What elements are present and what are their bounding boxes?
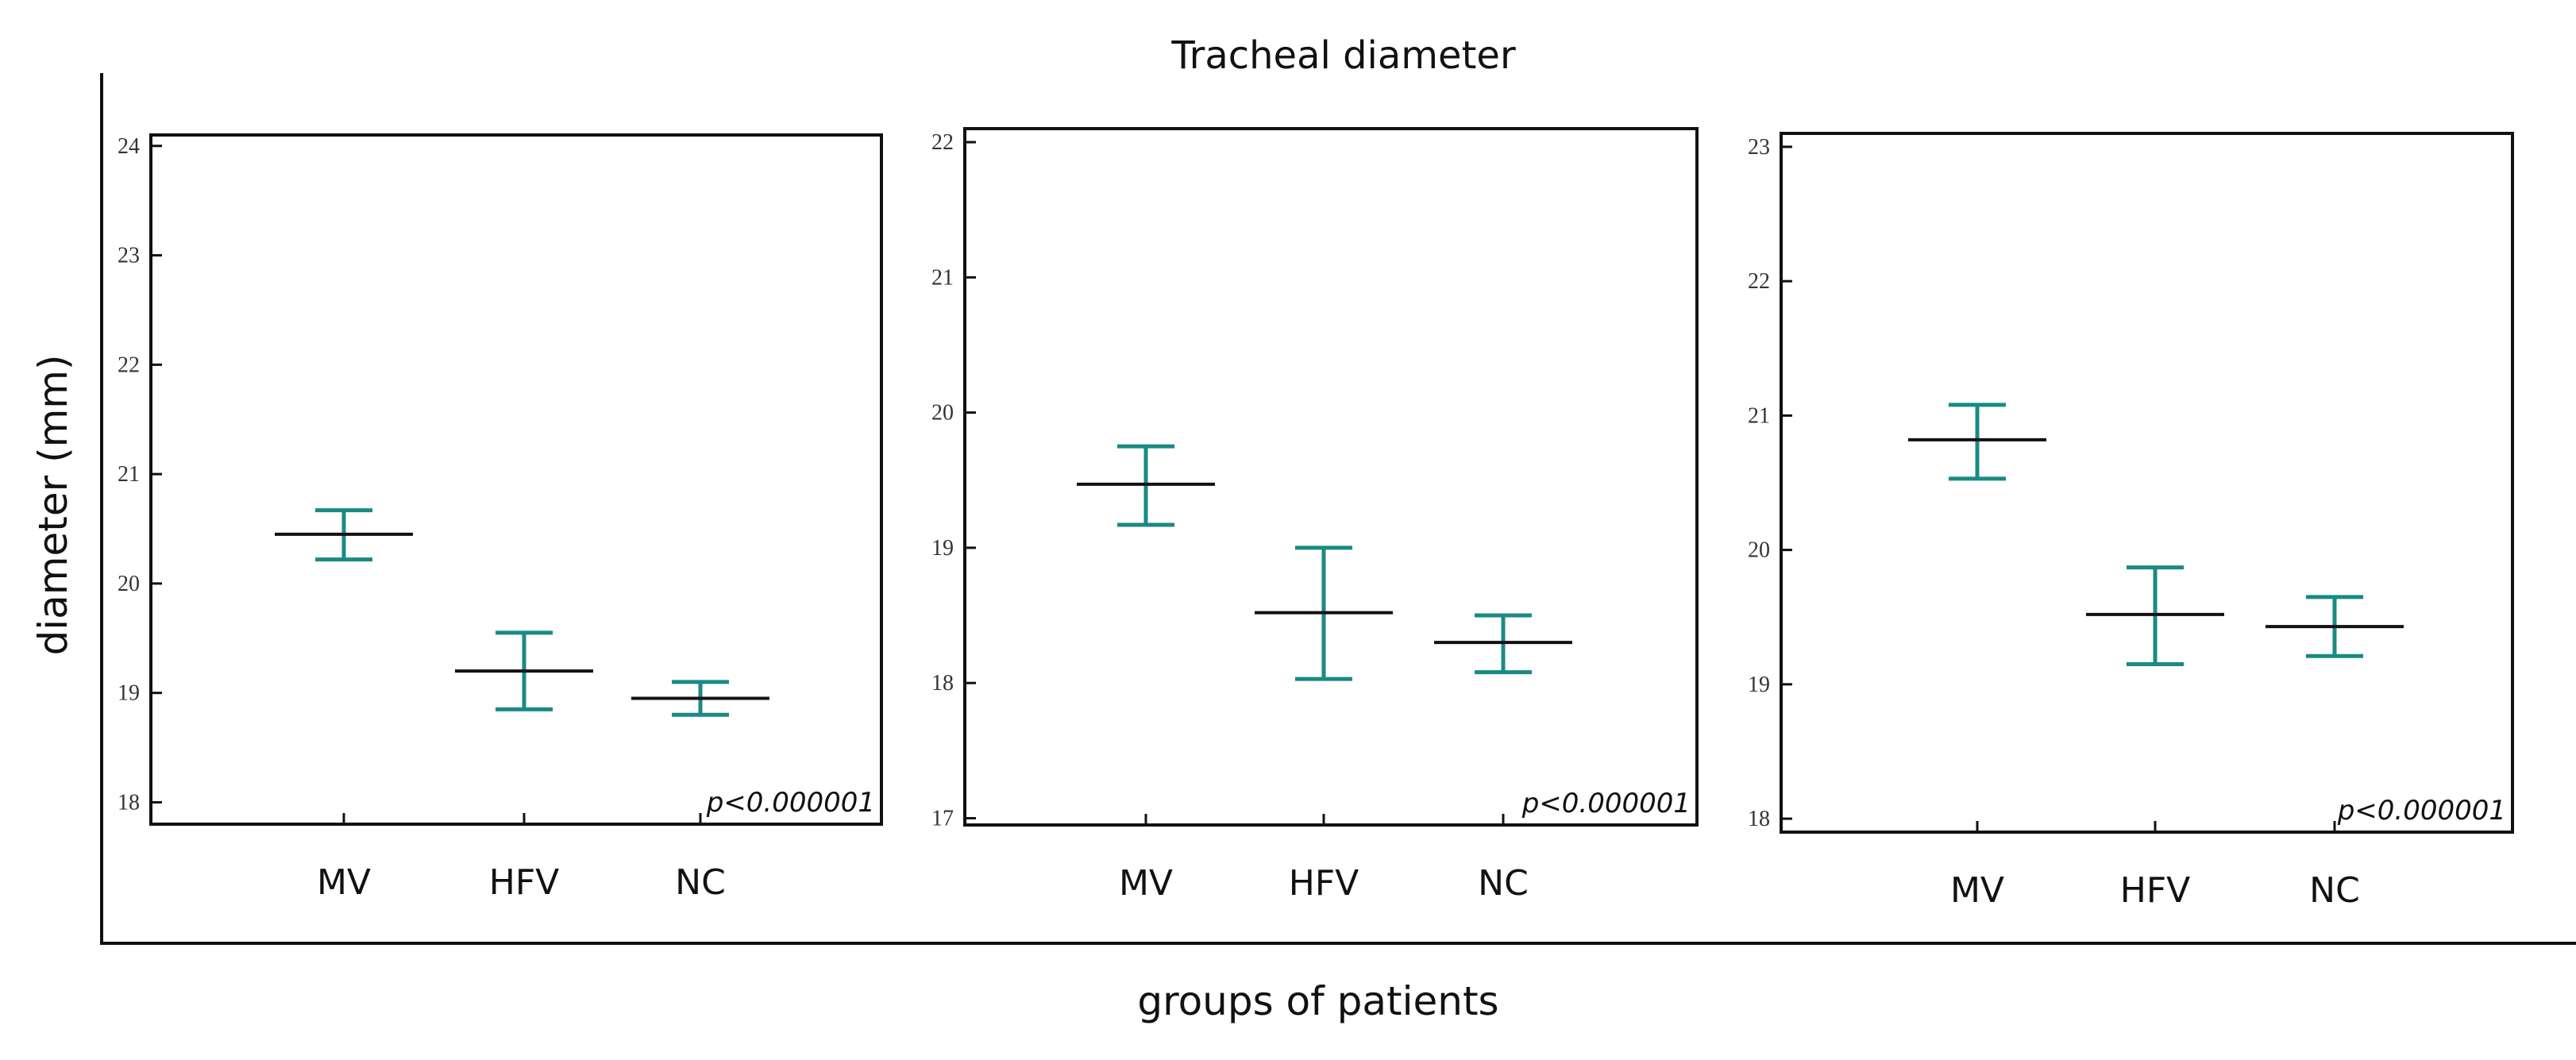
y-tick-label: 19	[1748, 673, 1770, 697]
y-tick-label: 18	[1748, 807, 1770, 831]
panel-3: 18 19 20 21 22 23 MV HFV NC p<0.000001	[1748, 132, 2514, 911]
category-label-hfv: HFV	[2120, 870, 2191, 911]
panel-frame	[149, 133, 883, 826]
y-tick-label: 22	[118, 353, 140, 377]
p-value-annotation: p<0.000001	[2337, 795, 2506, 827]
y-tick-label: 19	[931, 536, 954, 561]
category-label-mv: MV	[1119, 863, 1173, 904]
category-label-hfv: HFV	[1289, 863, 1359, 904]
y-tick-label: 23	[1748, 135, 1770, 160]
category-label-nc: NC	[1478, 863, 1529, 904]
y-tick-label: 19	[118, 681, 140, 706]
panel-1: 18 19 20 21 22 23 24 MV HFV NC p<0.000001	[118, 133, 883, 903]
y-tick-label: 24	[118, 134, 140, 159]
panel-2: 17 18 19 20 21 22 MV HFV NC p<0.000001	[931, 127, 1699, 904]
y-tick-label: 18	[118, 790, 140, 815]
category-label-nc: NC	[2309, 870, 2360, 911]
p-value-annotation: p<0.000001	[1521, 788, 1691, 819]
x-axis-label: groups of patients	[1137, 978, 1498, 1024]
y-tick-label: 20	[931, 401, 954, 426]
category-label-mv: MV	[1950, 870, 2004, 911]
y-tick-label: 20	[118, 572, 140, 596]
y-tick-label: 22	[931, 130, 954, 155]
panel-frame	[963, 127, 1699, 827]
y-tick-label: 21	[1748, 403, 1770, 428]
y-tick-label: 22	[1748, 269, 1770, 294]
y-tick-label: 18	[931, 671, 954, 696]
y-axis-label: diameter (mm)	[30, 355, 76, 656]
p-value-annotation: p<0.000001	[706, 787, 875, 819]
y-tick-label: 17	[931, 806, 954, 831]
y-tick-label: 21	[118, 462, 140, 487]
category-label-mv: MV	[317, 862, 371, 903]
category-label-nc: NC	[675, 862, 726, 903]
y-tick-label: 20	[1748, 538, 1770, 563]
panels: 18 19 20 21 22 23 24 MV HFV NC p<0.000001 17 18 19 20 2…	[118, 127, 2514, 911]
figure-title: Tracheal diameter	[1170, 33, 1516, 78]
category-label-hfv: HFV	[489, 862, 560, 903]
y-tick-label: 23	[118, 244, 140, 268]
panel-frame	[1780, 132, 2514, 834]
y-tick-label: 21	[931, 265, 954, 290]
